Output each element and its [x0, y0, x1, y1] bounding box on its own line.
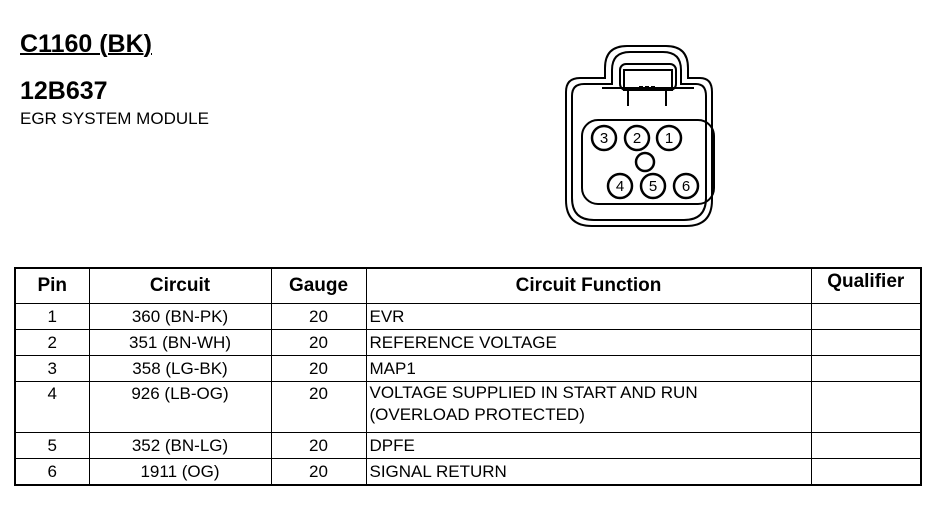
table-row: 4 926 (LB-OG) 20 VOLTAGE SUPPLIED IN STA… — [14, 381, 922, 433]
qualifier-cell — [810, 329, 922, 356]
pinout-table: Pin Circuit Gauge Circuit Function Quali… — [14, 267, 922, 486]
pin-1-cavity — [655, 124, 683, 152]
table-row: 1 360 (BN-PK) 20 EVR — [14, 303, 922, 330]
pin-5-cavity — [639, 172, 667, 200]
function-cell: SIGNAL RETURN — [365, 458, 812, 486]
header-pin: Pin — [14, 267, 90, 304]
function-cell: REFERENCE VOLTAGE — [365, 329, 812, 356]
qualifier-cell — [810, 355, 922, 382]
qualifier-cell — [810, 458, 922, 486]
pin-3-cavity — [590, 124, 618, 152]
circuit-cell: 352 (BN-LG) — [88, 432, 272, 459]
part-number: 12B637 — [20, 77, 108, 105]
gauge-cell: 20 — [270, 303, 367, 330]
gauge-cell: 20 — [270, 458, 367, 486]
function-cell: EVR — [365, 303, 812, 330]
qualifier-cell — [810, 381, 922, 433]
table-row: 6 1911 (OG) 20 SIGNAL RETURN — [14, 458, 922, 486]
pin-label: 2 — [633, 130, 641, 147]
connector-face-diagram: 1 2 3 4 5 6 — [565, 45, 715, 227]
qualifier-cell — [810, 432, 922, 459]
function-line-1: VOLTAGE SUPPLIED IN START AND RUN — [369, 383, 698, 402]
pin-cell: 1 — [14, 303, 90, 330]
table-row: 5 352 (BN-LG) 20 DPFE — [14, 432, 922, 459]
pin-cell: 5 — [14, 432, 90, 459]
table-row: 2 351 (BN-WH) 20 REFERENCE VOLTAGE — [14, 329, 922, 356]
table-row: 3 358 (LG-BK) 20 MAP1 — [14, 355, 922, 382]
header-gauge: Gauge — [270, 267, 367, 304]
pin-2-cavity — [623, 124, 651, 152]
connector-outer-housing — [565, 45, 713, 227]
gauge-cell: 20 — [270, 432, 367, 459]
pin-cell: 3 — [14, 355, 90, 382]
center-post — [634, 151, 656, 173]
pin-label: 6 — [682, 178, 690, 195]
connector-description: EGR SYSTEM MODULE — [20, 109, 209, 128]
pin-cell: 6 — [14, 458, 90, 486]
pin-cell: 4 — [14, 381, 90, 433]
header-circuit-function: Circuit Function — [365, 267, 812, 304]
gauge-cell: 20 — [270, 355, 367, 382]
function-cell: DPFE — [365, 432, 812, 459]
circuit-cell: 360 (BN-PK) — [88, 303, 272, 330]
function-cell: MAP1 — [365, 355, 812, 382]
pin-label: 3 — [600, 130, 608, 147]
pin-label: 1 — [665, 130, 673, 147]
pin-4-cavity — [606, 172, 634, 200]
qualifier-cell — [810, 303, 922, 330]
pin-cavity-area — [581, 119, 715, 205]
gauge-cell: 20 — [270, 329, 367, 356]
table-header-row: Pin Circuit Gauge Circuit Function Quali… — [14, 267, 922, 304]
connector-inner-housing — [571, 51, 707, 221]
function-cell: VOLTAGE SUPPLIED IN START AND RUN (OVERL… — [365, 381, 812, 433]
pin-cell: 2 — [14, 329, 90, 356]
circuit-cell: 351 (BN-WH) — [88, 329, 272, 356]
circuit-cell: 358 (LG-BK) — [88, 355, 272, 382]
connector-id: C1160 (BK) — [20, 30, 152, 58]
pin-6-cavity — [672, 172, 700, 200]
function-line-2: (OVERLOAD PROTECTED) — [369, 405, 585, 424]
gauge-cell: 20 — [270, 381, 367, 433]
circuit-cell: 1911 (OG) — [88, 458, 272, 486]
pin-label: 5 — [649, 178, 657, 195]
circuit-cell: 926 (LB-OG) — [88, 381, 272, 433]
pin-label: 4 — [616, 178, 624, 195]
header-circuit: Circuit — [88, 267, 272, 304]
header-qualifier: Qualifier — [810, 267, 922, 304]
